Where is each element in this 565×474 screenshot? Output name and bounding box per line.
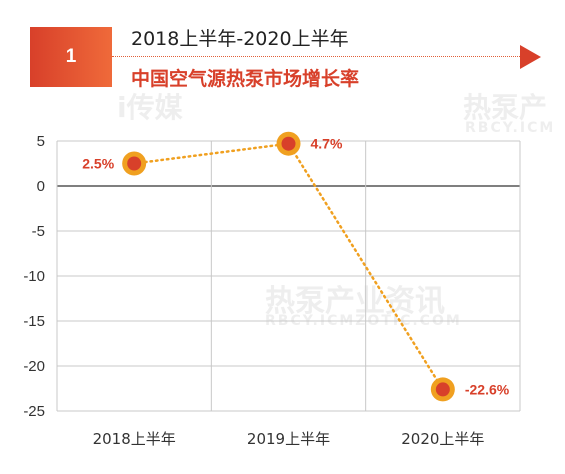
data-point (127, 156, 142, 171)
data-point (435, 382, 450, 397)
header-divider (112, 56, 522, 57)
arrow-right-icon (520, 45, 541, 69)
y-tick-label: -15 (23, 313, 45, 330)
y-tick-label: 0 (37, 178, 45, 195)
section-number-badge: 1 (30, 27, 112, 87)
y-tick-label: 5 (37, 133, 45, 150)
chart-grid (56, 140, 521, 412)
y-tick-label: -10 (23, 268, 45, 285)
chart-axes: 5 0 -5 -10 -15 -20 -25 2018上半年 2019上半年 2020上半年 (23, 133, 484, 448)
y-tick-label: -20 (23, 358, 45, 375)
data-point (281, 136, 296, 151)
chart-series (122, 131, 455, 402)
chart-title: 2018上半年-2020上半年 (131, 28, 349, 50)
data-label: 4.7% (311, 136, 343, 152)
x-tick-label: 2019上半年 (247, 430, 330, 448)
y-tick-label: -5 (32, 223, 45, 240)
y-tick-label: -25 (23, 403, 45, 420)
series-line (132, 142, 445, 391)
x-tick-label: 2018上半年 (93, 430, 176, 448)
x-tick-label: 2020上半年 (401, 430, 484, 448)
chart-subtitle: 中国空气源热泵市场增长率 (131, 68, 360, 90)
data-label: 2.5% (82, 156, 114, 172)
chart-data-labels: 2.5% 4.7% -22.6% (82, 136, 509, 398)
data-label: -22.6% (465, 381, 510, 397)
